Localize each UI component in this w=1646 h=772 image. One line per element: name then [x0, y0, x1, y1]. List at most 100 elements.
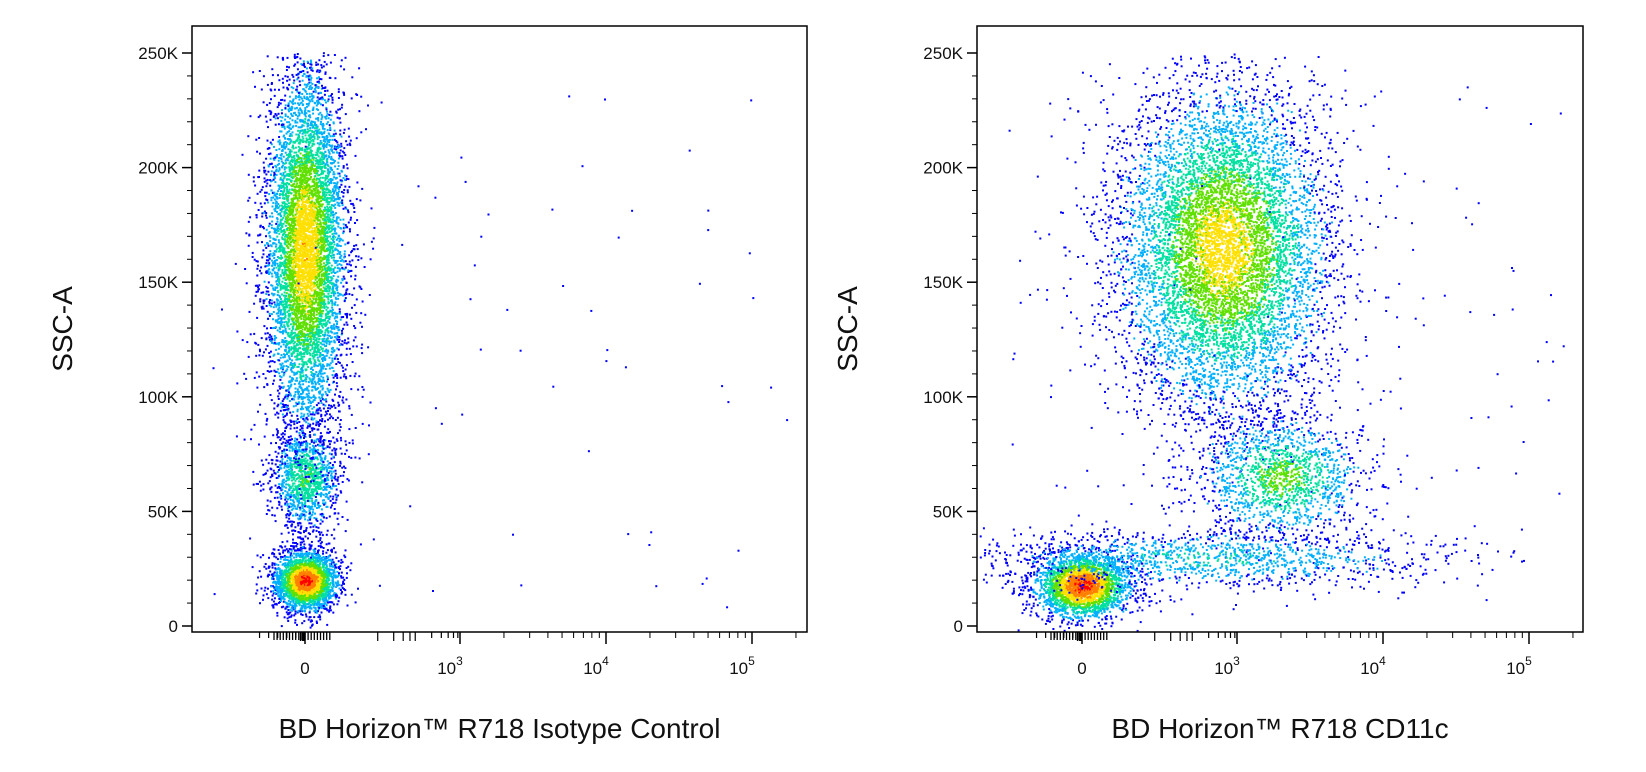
- event-dot: [292, 568, 294, 570]
- event-dot: [314, 548, 316, 550]
- event-dot: [341, 591, 343, 593]
- event-dot: [326, 557, 328, 559]
- event-dot: [332, 612, 334, 614]
- event-dot: [346, 567, 348, 569]
- event-dot: [318, 574, 320, 576]
- event-dot: [275, 556, 277, 558]
- event-dot: [291, 571, 293, 573]
- event-dot: [332, 595, 334, 597]
- event-dot: [322, 586, 324, 588]
- event-dot: [303, 620, 305, 622]
- event-dot: [347, 605, 349, 607]
- event-dot: [321, 612, 323, 614]
- event-dot: [313, 610, 315, 612]
- event-dot: [331, 602, 333, 604]
- event-dot: [281, 625, 283, 627]
- plot-panel-isotype: 050K100K150K200K250K 0 103 104 105 SSC-A BD…: [47, 26, 807, 744]
- event-dot: [286, 611, 288, 613]
- event-dot: [316, 591, 318, 593]
- event-dot: [329, 605, 331, 607]
- event-dot: [281, 547, 283, 549]
- event-dot: [290, 601, 292, 603]
- event-dot: [268, 557, 270, 559]
- event-dot: [355, 601, 357, 603]
- event-dot: [287, 603, 289, 605]
- event-dot: [322, 599, 324, 601]
- event-dot: [269, 571, 271, 573]
- event-dot: [328, 611, 330, 613]
- event-dot: [297, 555, 299, 557]
- population-0: [252, 522, 362, 628]
- event-dot: [280, 556, 282, 558]
- event-dot: [295, 556, 297, 558]
- event-dot: [306, 616, 308, 618]
- event-dot: [292, 533, 294, 535]
- event-dot: [273, 555, 275, 557]
- event-dot: [327, 549, 329, 551]
- event-dot: [294, 563, 296, 565]
- event-dot: [261, 588, 263, 590]
- event-dot: [320, 589, 322, 591]
- event-dot: [274, 582, 276, 584]
- event-dot: [305, 555, 307, 557]
- event-dot: [274, 571, 276, 573]
- event-dot: [338, 600, 340, 602]
- event-dot: [289, 612, 291, 614]
- event-dot: [289, 556, 291, 558]
- event-dot: [322, 550, 324, 552]
- event-dot: [314, 584, 316, 586]
- event-dot: [271, 599, 273, 601]
- event-dot: [284, 577, 286, 579]
- event-dot: [343, 555, 345, 557]
- event-dot: [319, 614, 321, 616]
- event-dot: [337, 580, 339, 582]
- event-dot: [266, 593, 268, 595]
- event-dot: [296, 571, 298, 573]
- event-dot: [313, 616, 315, 618]
- event-dot: [292, 592, 294, 594]
- event-dot: [305, 536, 307, 538]
- event-dot: [267, 597, 269, 599]
- event-dot: [321, 560, 323, 562]
- event-dot: [282, 570, 284, 572]
- event-dot: [272, 567, 274, 569]
- event-dot: [280, 558, 282, 560]
- event-dot: [265, 568, 267, 570]
- event-dot: [299, 604, 301, 606]
- event-dot: [272, 582, 274, 584]
- event-dot: [276, 590, 278, 592]
- event-dot: [343, 579, 345, 581]
- event-dot: [310, 616, 312, 618]
- event-dot: [278, 602, 280, 604]
- event-dot: [317, 616, 319, 618]
- event-dot: [330, 582, 332, 584]
- event-dot: [292, 542, 294, 544]
- event-dot: [338, 560, 340, 562]
- event-dot: [335, 551, 337, 553]
- event-dot: [328, 583, 330, 585]
- event-dot: [285, 602, 287, 604]
- event-dot: [285, 559, 287, 561]
- event-dot: [346, 577, 348, 579]
- event-dot: [309, 553, 311, 555]
- event-dot: [332, 587, 334, 589]
- event-dot: [319, 563, 321, 565]
- event-dot: [346, 572, 348, 574]
- event-dot: [277, 593, 279, 595]
- event-dot: [270, 591, 272, 593]
- event-dot: [293, 557, 295, 559]
- event-dot: [257, 577, 259, 579]
- event-dot: [256, 583, 258, 585]
- event-dot: [315, 601, 317, 603]
- event-dot: [293, 553, 295, 555]
- event-dot: [300, 544, 302, 546]
- event-dot: [284, 546, 286, 548]
- event-dot: [300, 553, 302, 555]
- event-dot: [333, 603, 335, 605]
- event-dot: [283, 598, 285, 600]
- event-dot: [323, 601, 325, 603]
- event-dot: [293, 583, 295, 585]
- event-dot: [272, 573, 274, 575]
- event-dot: [317, 560, 319, 562]
- event-dot: [276, 615, 278, 617]
